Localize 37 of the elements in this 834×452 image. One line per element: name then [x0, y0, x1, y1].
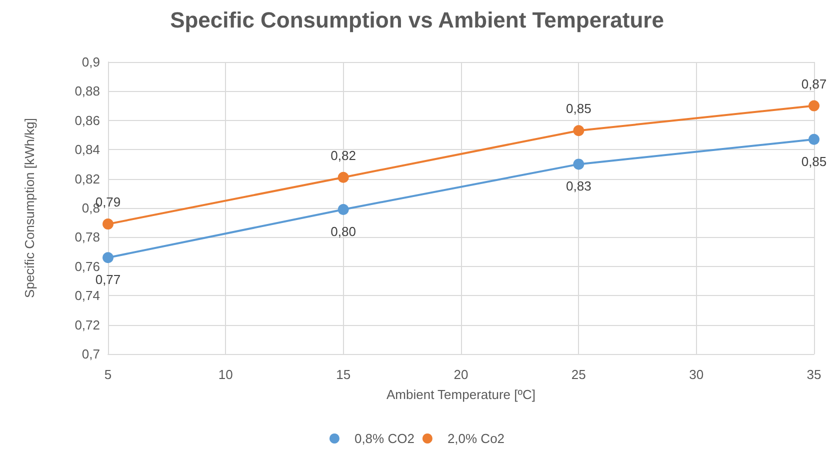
x-tick-label: 35: [806, 367, 822, 382]
data-label: 0,83: [566, 178, 592, 194]
point: [808, 100, 820, 112]
x-tick-label: 5: [104, 367, 112, 382]
x-tick-label: 25: [571, 367, 586, 382]
y-tick-label: 0,86: [74, 112, 100, 128]
point: [573, 125, 584, 136]
point: [102, 218, 114, 230]
x-tick-label: 30: [689, 367, 704, 382]
point: [338, 172, 349, 183]
data-label: 0,82: [330, 148, 356, 163]
data-label: 0,85: [566, 101, 592, 116]
x-tick-label: 15: [336, 367, 351, 382]
y-axis-title: Specific Consumption [kWh/kg]: [22, 118, 37, 298]
y-tick-label: 0,74: [74, 288, 100, 304]
point: [102, 252, 114, 264]
data-label: 0,80: [330, 224, 356, 239]
x-tick-label: 10: [218, 367, 233, 382]
y-tick-label: 0,84: [74, 142, 100, 158]
y-tick-label: 0,78: [74, 230, 100, 245]
legend-label: 2,0% Co2: [447, 431, 505, 446]
point: [808, 134, 820, 145]
point: [573, 158, 584, 170]
y-tick-label: 0,72: [74, 317, 100, 332]
data-label: 0,87: [801, 76, 827, 92]
y-tick-label: 0,82: [74, 171, 100, 186]
y-tick-label: 0,7: [82, 346, 100, 362]
chart-title: Specific Consumption vs Ambient Temperature: [170, 8, 664, 32]
x-tick-label: 20: [454, 367, 468, 382]
y-tick-label: 0,88: [74, 84, 100, 99]
y-tick-label: 0,76: [74, 258, 100, 274]
data-label: 0,85: [801, 154, 827, 169]
y-tick-label: 0,9: [82, 54, 100, 70]
data-label: 0,77: [95, 272, 121, 288]
point: [338, 204, 349, 215]
legend-label: 0,8% CO2: [354, 431, 414, 446]
x-axis-title: Ambient Temperature [ºC]: [386, 387, 536, 402]
